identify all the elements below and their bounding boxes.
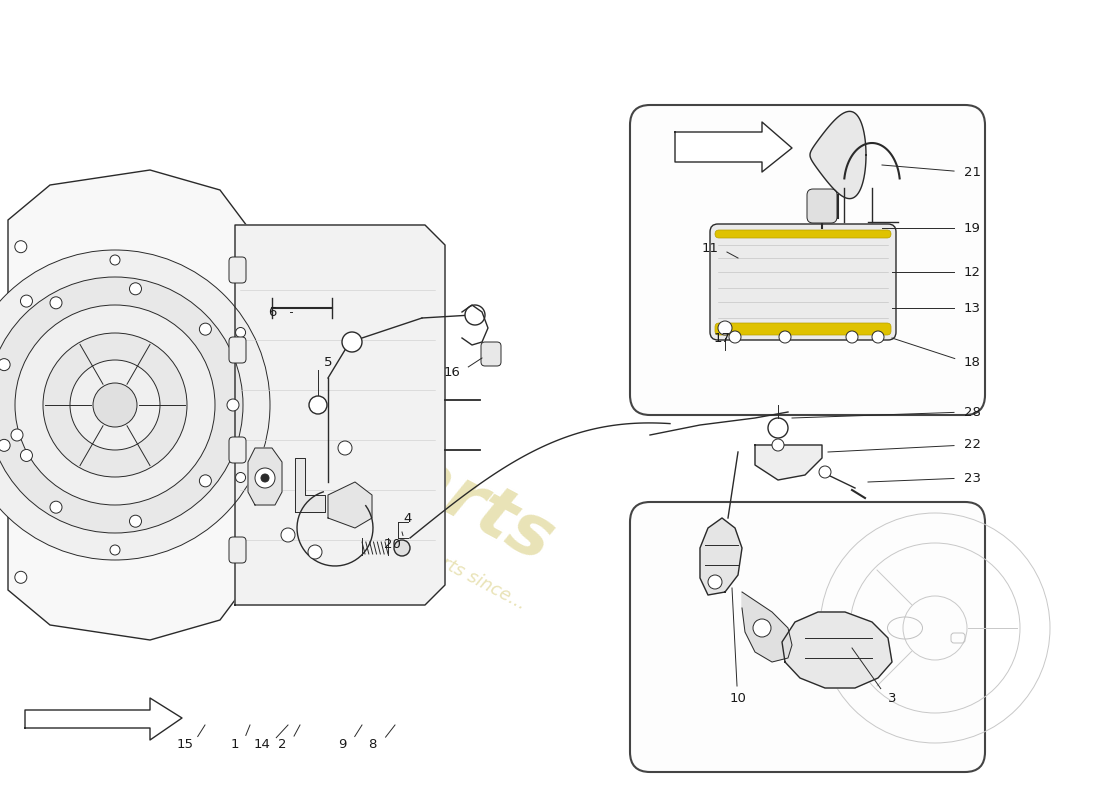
FancyBboxPatch shape (229, 537, 246, 563)
Circle shape (235, 327, 245, 338)
Polygon shape (248, 448, 282, 505)
Circle shape (199, 475, 211, 487)
Circle shape (11, 429, 23, 441)
Circle shape (21, 295, 33, 307)
FancyBboxPatch shape (807, 189, 837, 223)
Polygon shape (755, 445, 822, 480)
Circle shape (0, 250, 270, 560)
Circle shape (43, 333, 187, 477)
Circle shape (338, 441, 352, 455)
Polygon shape (25, 698, 182, 740)
Text: 21: 21 (964, 166, 980, 178)
Polygon shape (328, 482, 372, 528)
Circle shape (70, 360, 160, 450)
FancyBboxPatch shape (710, 224, 896, 340)
FancyBboxPatch shape (229, 337, 246, 363)
Circle shape (394, 540, 410, 556)
Text: 6: 6 (267, 306, 276, 318)
Polygon shape (782, 612, 892, 688)
Polygon shape (675, 122, 792, 172)
Polygon shape (700, 518, 743, 595)
Circle shape (308, 545, 322, 559)
Polygon shape (742, 592, 792, 662)
Circle shape (465, 305, 485, 325)
Circle shape (280, 528, 295, 542)
Circle shape (0, 277, 243, 533)
FancyBboxPatch shape (715, 230, 891, 238)
Circle shape (729, 331, 741, 343)
FancyBboxPatch shape (630, 502, 984, 772)
Circle shape (718, 321, 732, 335)
Circle shape (110, 545, 120, 555)
Circle shape (309, 396, 327, 414)
Text: a passion for parts since...: a passion for parts since... (311, 486, 529, 614)
Circle shape (50, 297, 62, 309)
Polygon shape (810, 111, 866, 198)
Text: 10: 10 (729, 691, 747, 705)
Circle shape (820, 466, 830, 478)
FancyBboxPatch shape (630, 105, 984, 415)
Circle shape (199, 323, 211, 335)
Polygon shape (295, 458, 324, 512)
Circle shape (227, 399, 239, 411)
Circle shape (772, 439, 784, 451)
Text: euroSparts: euroSparts (134, 304, 565, 576)
Circle shape (846, 331, 858, 343)
Text: 23: 23 (964, 471, 980, 485)
FancyBboxPatch shape (229, 257, 246, 283)
Text: 22: 22 (964, 438, 980, 451)
Text: 9: 9 (338, 738, 346, 751)
FancyBboxPatch shape (229, 437, 246, 463)
Circle shape (0, 358, 10, 370)
Text: 15: 15 (176, 738, 194, 751)
Circle shape (872, 331, 884, 343)
Text: 19: 19 (964, 222, 980, 234)
Text: 12: 12 (964, 266, 980, 278)
Text: 20: 20 (384, 538, 400, 551)
Polygon shape (8, 170, 250, 640)
Text: 28: 28 (964, 406, 980, 418)
Text: 5: 5 (323, 355, 332, 369)
Text: 1: 1 (231, 738, 240, 751)
Text: 11: 11 (702, 242, 718, 254)
Text: 17: 17 (714, 331, 730, 345)
Circle shape (754, 619, 771, 637)
Text: 3: 3 (888, 691, 896, 705)
Text: 13: 13 (964, 302, 980, 314)
Circle shape (0, 439, 10, 451)
Text: 16: 16 (443, 366, 461, 378)
Circle shape (235, 473, 245, 482)
Text: 2: 2 (277, 738, 286, 751)
FancyBboxPatch shape (715, 323, 891, 335)
Circle shape (255, 468, 275, 488)
Circle shape (15, 305, 214, 505)
Circle shape (110, 255, 120, 265)
Circle shape (708, 575, 722, 589)
Circle shape (14, 571, 26, 583)
Circle shape (342, 332, 362, 352)
Circle shape (130, 282, 142, 294)
Text: 14: 14 (254, 738, 271, 751)
Circle shape (261, 474, 270, 482)
Circle shape (21, 450, 33, 462)
Text: 4: 4 (404, 511, 412, 525)
Text: 8: 8 (367, 738, 376, 751)
Polygon shape (235, 225, 446, 605)
Circle shape (14, 241, 26, 253)
Text: 18: 18 (964, 355, 980, 369)
FancyBboxPatch shape (481, 342, 500, 366)
Circle shape (130, 515, 142, 527)
Circle shape (94, 383, 138, 427)
Circle shape (779, 331, 791, 343)
Circle shape (50, 501, 62, 513)
